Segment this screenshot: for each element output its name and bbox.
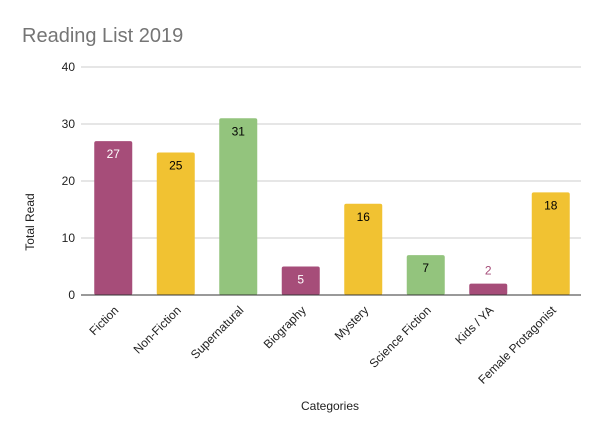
x-tick-label: Kids / YA bbox=[452, 303, 496, 347]
data-label: 2 bbox=[485, 264, 492, 278]
y-tick-label: 40 bbox=[62, 60, 76, 74]
bar bbox=[406, 255, 445, 295]
data-label: 25 bbox=[169, 159, 183, 173]
x-axis-ticks: Fiction Non-Fiction Supernatural Biography M… bbox=[86, 303, 559, 387]
bar bbox=[94, 141, 133, 295]
x-axis-title: Categories bbox=[301, 399, 359, 413]
bar bbox=[156, 152, 195, 295]
y-tick-label: 10 bbox=[62, 231, 76, 245]
data-label: 7 bbox=[422, 261, 429, 275]
y-tick-label: 20 bbox=[62, 174, 76, 188]
y-axis-ticks: 0 10 20 30 40 bbox=[62, 60, 76, 302]
bar bbox=[281, 266, 320, 295]
data-label: 18 bbox=[544, 198, 558, 212]
bar bbox=[219, 118, 258, 295]
data-label: 5 bbox=[297, 273, 304, 287]
gridlines bbox=[81, 66, 581, 239]
x-tick-label: Science Fiction bbox=[366, 303, 433, 370]
x-tick-label: Fiction bbox=[86, 303, 121, 338]
data-label: 27 bbox=[107, 147, 121, 161]
x-tick-label: Supernatural bbox=[188, 303, 246, 361]
y-tick-label: 0 bbox=[68, 288, 75, 302]
bar bbox=[469, 283, 508, 295]
bar bbox=[344, 203, 383, 295]
bars bbox=[94, 118, 570, 295]
x-tick-label: Non-Fiction bbox=[131, 303, 184, 356]
x-tick-label: Mystery bbox=[332, 303, 372, 343]
data-label: 16 bbox=[357, 210, 371, 224]
data-label: 31 bbox=[232, 124, 246, 138]
x-tick-label: Biography bbox=[261, 303, 309, 351]
chart-title: Reading List 2019 bbox=[22, 25, 183, 47]
data-labels: 27 25 31 5 16 7 2 18 bbox=[107, 124, 558, 286]
y-axis-title: Total Read bbox=[23, 193, 37, 250]
y-tick-label: 30 bbox=[62, 117, 76, 131]
bar bbox=[531, 192, 570, 295]
